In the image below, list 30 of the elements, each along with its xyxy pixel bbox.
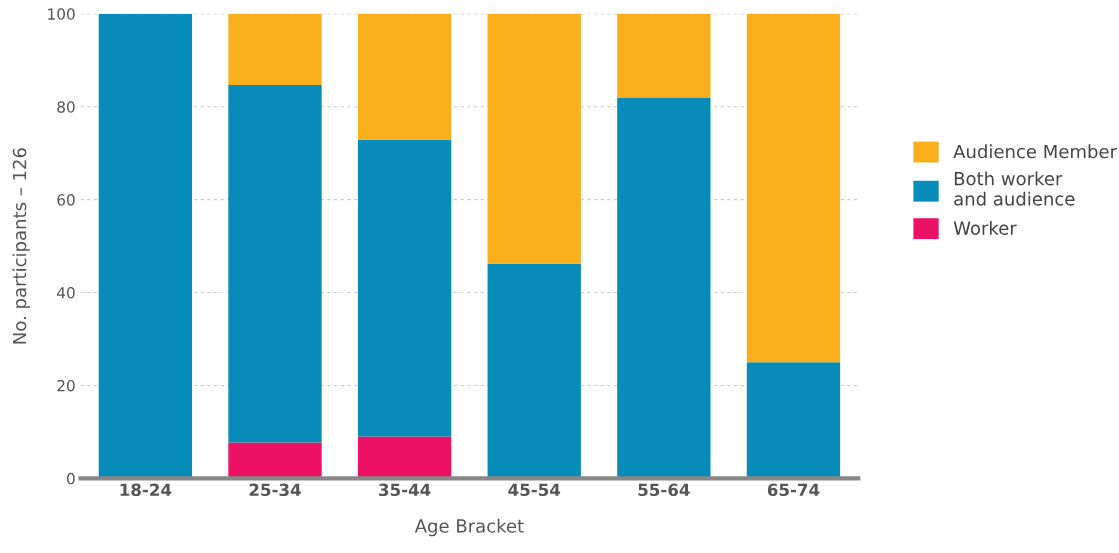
bar [617,13,711,98]
bar [357,139,452,437]
x-tick-label: 65-74 [767,483,820,497]
x-tick-label: 55-64 [638,483,690,497]
bar [746,362,841,479]
bar [746,13,841,363]
y-tick-label: 0 [66,472,75,485]
bar [617,97,711,479]
bar [487,263,581,479]
bar [228,442,322,479]
legend-label: Worker [953,220,1017,235]
legend-label: Both worker and audience [954,171,1075,206]
legend-label: Audience Member [953,144,1117,159]
y-tick-label: 80 [57,101,75,113]
x-tick-label: 35-44 [379,483,431,497]
x-tick-label: 45-54 [508,483,561,497]
bar [228,13,322,85]
bar [357,13,452,140]
bar [98,13,193,479]
y-tick-label: 40 [57,287,75,299]
y-tick-label: 100 [48,8,75,20]
bar [487,13,581,264]
x-axis-title: Age Bracket [414,518,524,537]
bar [357,436,452,479]
bar [228,84,322,443]
y-tick-label: 60 [57,194,75,206]
y-axis-title: No. participants – 126 [12,148,30,344]
x-tick-label: 25-34 [249,483,301,497]
y-tick-label: 20 [57,379,75,392]
x-tick-label: 18-24 [120,483,172,497]
